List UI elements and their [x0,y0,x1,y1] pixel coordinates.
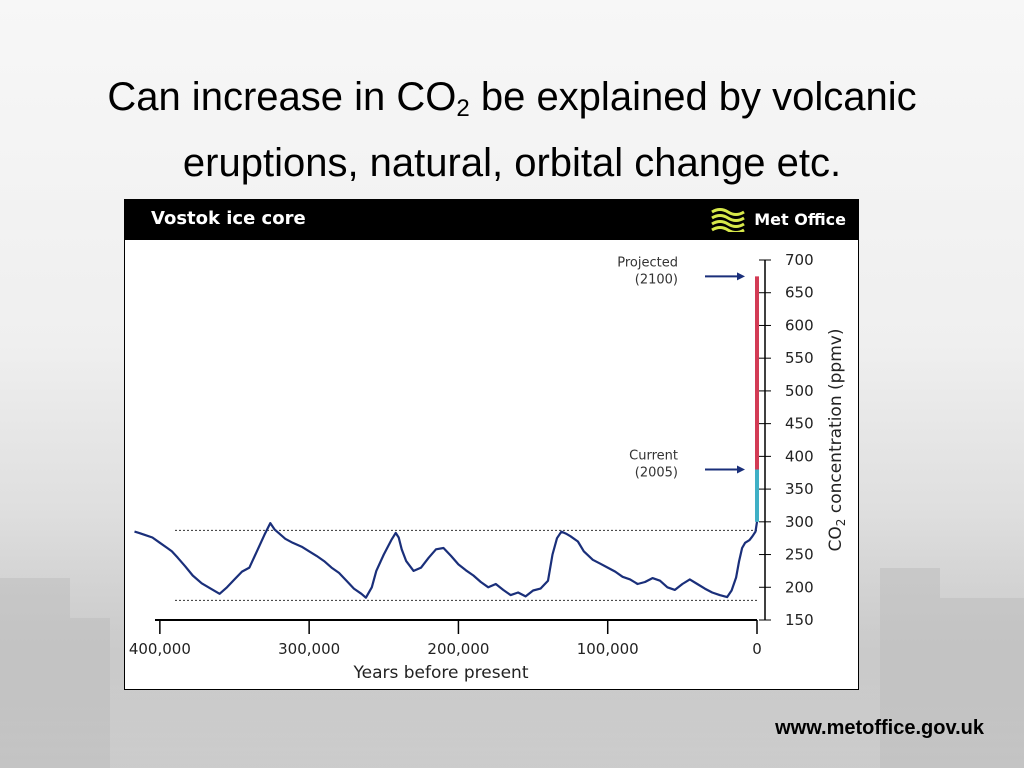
brand-logo: Met Office [710,206,846,232]
slide-title-line2: eruptions, natural, orbital change etc. [182,141,842,185]
y-axis-label: CO2 concentration (ppmv) [826,329,848,552]
x-axis-label: Years before present [353,663,529,683]
y-tick-label-11: 700 [785,251,814,269]
slide-title-line1: Can increase in CO2 be explained by volc… [107,75,917,122]
y-tick-label-2: 250 [785,546,814,564]
chart-title: Vostok ice core [151,208,306,229]
y-tick-label-3: 300 [785,513,814,531]
y-tick-label-8: 550 [785,349,814,367]
brand-name: Met Office [754,209,846,229]
met-office-wave-icon [711,208,746,232]
y-tick-label-0: 150 [785,611,814,629]
co2-series-line [134,521,759,599]
annotation-label-1-line1: Current [629,448,678,463]
x-tick-label-1: 300,000 [278,640,340,658]
y-tick-label-10: 650 [785,284,814,302]
chart-plot: 400,000 300,000 200,000 100,000 0 Years befor… [129,251,848,683]
slide-title: Can increase in CO2 be explained by volc… [0,70,1024,190]
y-tick-label-9: 600 [785,316,814,334]
x-tick-label-4: 0 [752,640,762,658]
y-tick-label-1: 200 [785,578,814,596]
x-tick-label-2: 200,000 [427,640,489,658]
annotation-label-0-line2: (2100) [635,272,678,287]
y-tick-label-6: 450 [785,415,814,433]
chart-header: Vostok ice core Met Office [125,200,858,240]
chart-panel: Vostok ice core Met Office 400,000 300,00… [124,199,859,690]
x-tick-label-3: 100,000 [577,640,639,658]
y-tick-label-4: 350 [785,480,814,498]
y-tick-label-5: 400 [785,447,814,465]
annotation-arrowhead-0 [737,272,745,281]
annotation-label-1-line2: (2005) [635,465,678,480]
x-tick-label-0: 400,000 [129,640,191,658]
y-tick-label-7: 500 [785,382,814,400]
annotation-arrowhead-1 [737,465,745,474]
annotation-label-0-line1: Projected [617,255,678,270]
source-url[interactable]: www.metoffice.gov.uk [775,717,984,739]
